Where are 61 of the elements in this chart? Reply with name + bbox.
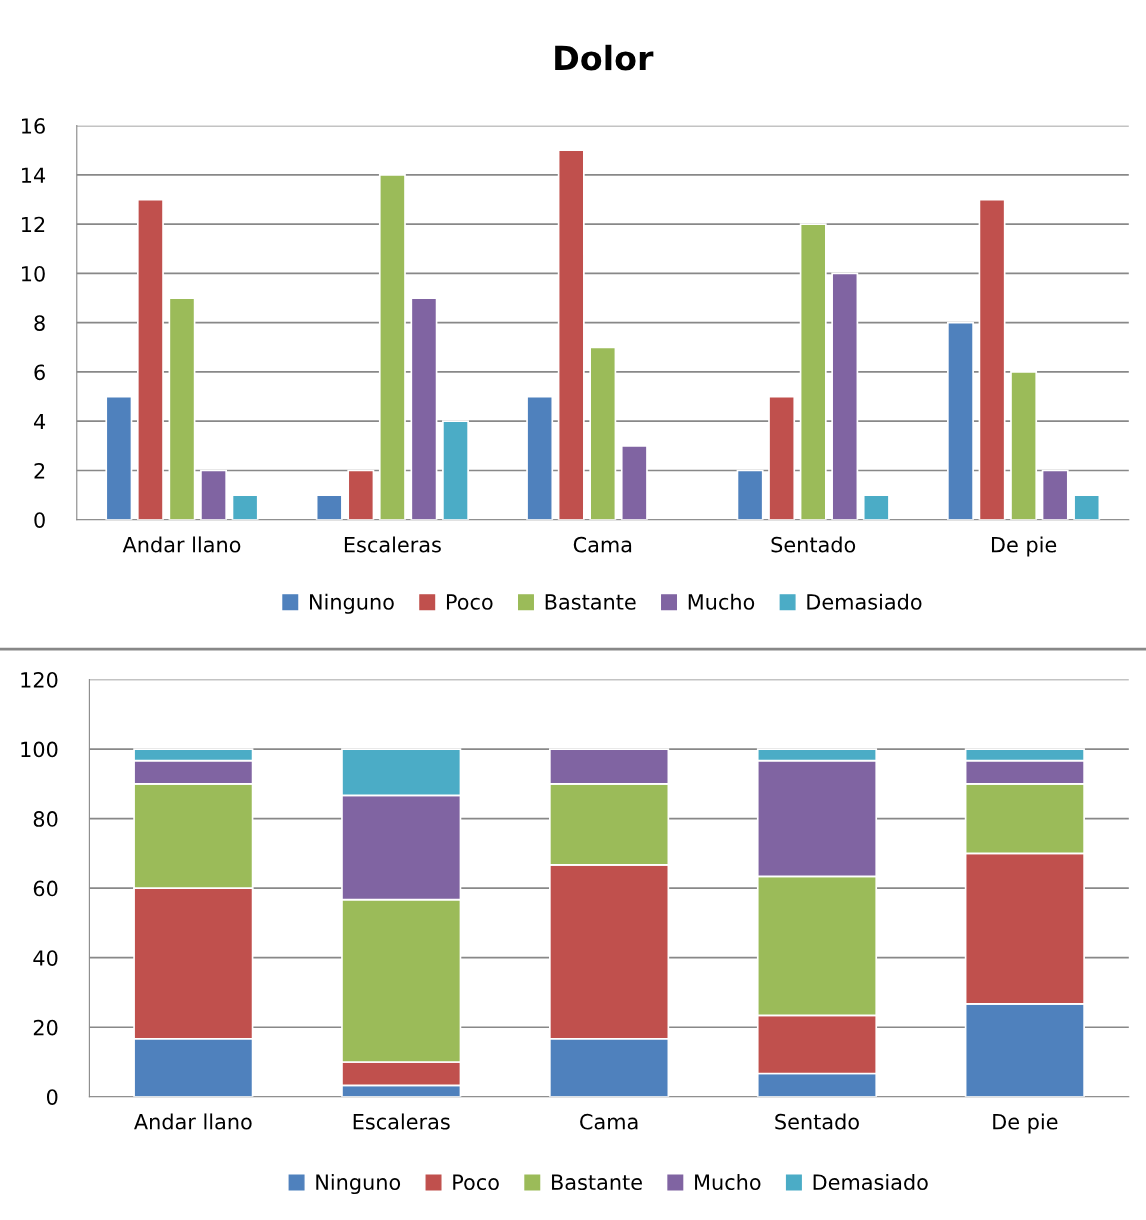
legend-label: Mucho <box>688 593 755 610</box>
x-tick-label: Escaleras <box>353 1113 450 1130</box>
y-tick-label: 40 <box>33 950 58 966</box>
legend-label: Ninguno <box>316 1173 401 1195</box>
bar <box>768 395 796 520</box>
bar <box>557 149 585 520</box>
bar <box>200 469 228 520</box>
bar <box>620 444 648 520</box>
bar <box>105 395 133 520</box>
bar <box>136 198 164 520</box>
bar <box>1041 469 1069 520</box>
y-tick-label: 8 <box>34 315 45 331</box>
x-tick-label: De pie <box>993 1113 1058 1134</box>
x-tick-label: Cama <box>580 1113 638 1130</box>
legend-label: Poco <box>446 594 493 610</box>
y-tick-label: 80 <box>33 811 58 827</box>
bar <box>736 469 764 520</box>
x-tick-label: Cama <box>573 536 632 553</box>
y-tick-label: 14 <box>22 167 46 183</box>
y-tick-label: 12 <box>22 216 45 233</box>
y-tick-label: 6 <box>34 364 45 381</box>
y-tick-label: 0 <box>34 512 45 528</box>
legend-label: Mucho <box>695 1173 761 1191</box>
bar <box>168 297 196 520</box>
legend-label: Demasiado <box>807 593 922 610</box>
bar <box>378 174 406 520</box>
bar <box>410 297 438 520</box>
bar <box>862 494 890 520</box>
legend-label: Bastante <box>552 1174 642 1191</box>
bar <box>526 395 554 520</box>
y-tick-label: 10 <box>22 265 45 282</box>
y-tick-label: 2 <box>34 462 45 479</box>
bar <box>347 469 375 520</box>
x-tick-label: Andar llano <box>134 1113 252 1130</box>
y-tick-label: 100 <box>21 741 58 758</box>
y-tick-label: 120 <box>21 671 58 688</box>
bar <box>442 420 469 520</box>
bar <box>1073 494 1101 520</box>
legend-label: Demasiado <box>813 1173 928 1191</box>
y-tick-label: 16 <box>22 118 45 134</box>
y-tick-label: 4 <box>33 413 46 430</box>
bar <box>589 346 617 520</box>
x-tick-label: Sentado <box>771 536 856 553</box>
legend-label: Bastante <box>545 594 636 610</box>
bar <box>978 198 1006 520</box>
y-tick-label: 0 <box>46 1089 58 1105</box>
chart-title: Dolor <box>555 44 654 71</box>
x-tick-label: Escaleras <box>344 536 441 553</box>
bar <box>947 321 974 520</box>
legend-label: Poco <box>453 1174 499 1191</box>
bar <box>1010 371 1038 520</box>
bar <box>315 494 343 520</box>
legend-label: Ninguno <box>310 593 394 614</box>
y-tick-label: 60 <box>33 880 58 897</box>
bar <box>799 223 827 520</box>
x-tick-label: Sentado <box>775 1113 859 1130</box>
x-tick-label: De pie <box>991 536 1057 557</box>
bar <box>231 494 259 520</box>
y-tick-label: 20 <box>33 1019 58 1036</box>
bar <box>831 272 859 520</box>
x-tick-label: Andar llano <box>122 536 241 553</box>
